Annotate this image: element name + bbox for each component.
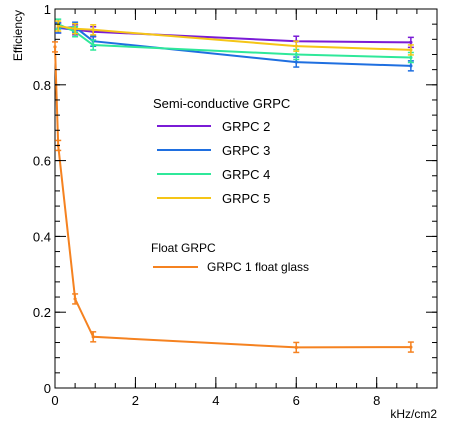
x-tick-label: 4 — [212, 393, 219, 408]
data-point — [294, 44, 298, 48]
data-point — [409, 345, 413, 349]
data-point — [91, 335, 95, 339]
x-tick-label: 6 — [293, 393, 300, 408]
legend-entry: GRPC 3 — [222, 143, 270, 158]
y-tick-label: 0 — [44, 381, 51, 396]
y-tick-label: 0.4 — [33, 229, 51, 244]
x-tick-label: 2 — [132, 393, 139, 408]
series-grpc-1-float-glass — [52, 41, 414, 354]
data-point — [91, 43, 95, 47]
y-tick-label: 0.6 — [33, 154, 51, 169]
data-point — [73, 297, 77, 301]
legend-entry: GRPC 1 float glass — [207, 260, 309, 274]
data-point — [56, 24, 60, 28]
data-point — [409, 48, 413, 52]
legend-title-float: Float GRPC — [151, 241, 216, 255]
x-tick-label: 0 — [51, 393, 58, 408]
legend-entry: GRPC 2 — [222, 119, 270, 134]
data-point — [294, 345, 298, 350]
series-line — [54, 46, 411, 349]
series-grpc-5 — [55, 20, 414, 56]
data-point — [409, 64, 413, 68]
data-point — [91, 28, 95, 32]
data-point — [409, 40, 413, 44]
legend-entry: GRPC 5 — [222, 191, 270, 206]
data-point — [294, 52, 298, 57]
x-axis-label: kHz/cm2 — [390, 407, 437, 421]
y-tick-label: 1 — [44, 2, 51, 17]
legend-title-semi-conductive: Semi-conductive GRPC — [153, 96, 290, 111]
x-tick-label: 8 — [373, 393, 380, 408]
y-tick-label: 0.2 — [33, 305, 51, 320]
data-point — [294, 60, 298, 64]
data-point — [73, 27, 77, 31]
data-point — [409, 55, 413, 60]
y-axis-label: Efficiency — [11, 10, 25, 61]
y-tick-label: 0.8 — [33, 78, 51, 93]
legend-entry: GRPC 4 — [222, 167, 270, 182]
plot-frame — [54, 8, 438, 389]
data-point — [53, 45, 57, 49]
